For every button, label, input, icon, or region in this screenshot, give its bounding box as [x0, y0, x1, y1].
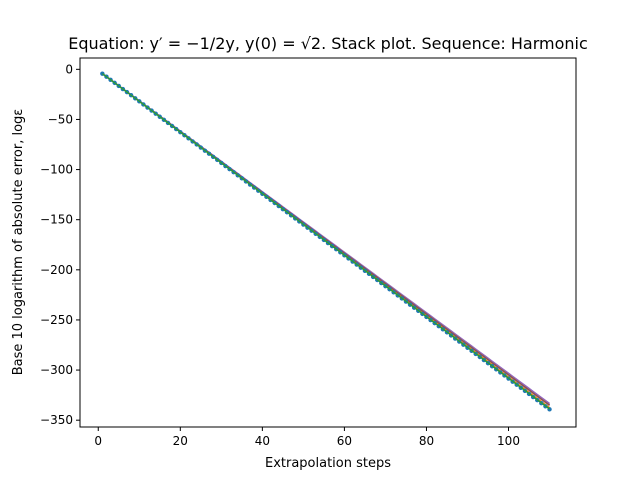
- y-tick-label: −350: [40, 413, 73, 427]
- y-tick-label: −250: [40, 313, 73, 327]
- x-axis: 0 20 40 60 80 100: [94, 427, 520, 448]
- y-tick-label: −50: [48, 112, 73, 126]
- y-tick-label: 0: [65, 62, 73, 76]
- axes-frame: [79, 57, 577, 428]
- y-tick-label: −200: [40, 263, 73, 277]
- x-tick-label: 60: [337, 434, 352, 448]
- x-tick-label: 80: [419, 434, 434, 448]
- y-tick-label: −100: [40, 163, 73, 177]
- y-tick-label: −300: [40, 363, 73, 377]
- x-tick-label: 100: [497, 434, 520, 448]
- chart-title: Equation: y′ = −1/2y, y(0) = √2. Stack p…: [68, 34, 588, 53]
- y-axis-label: Base 10 logarithm of absolute error, log…: [11, 109, 26, 376]
- x-tick-label: 20: [173, 434, 188, 448]
- y-tick-label: −150: [40, 213, 73, 227]
- x-tick-label: 40: [255, 434, 270, 448]
- series-line-overlay: [102, 73, 550, 410]
- y-axis: 0 −50 −100 −150 −200 −250 −300 −350: [40, 62, 80, 427]
- plot-area: [100, 71, 552, 412]
- x-tick-label: 0: [94, 434, 102, 448]
- x-axis-label: Extrapolation steps: [265, 456, 391, 471]
